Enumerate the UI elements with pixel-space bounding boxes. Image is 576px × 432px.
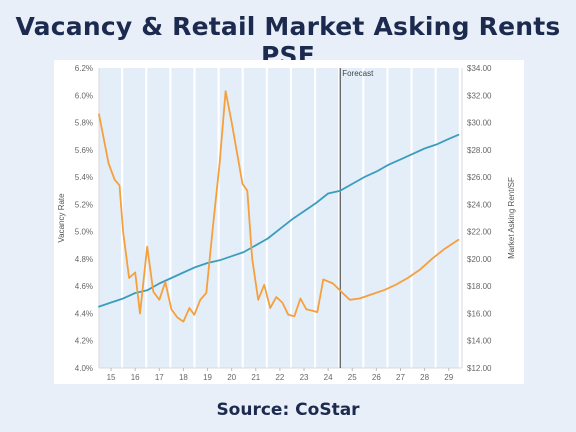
- background-band: [243, 68, 266, 368]
- x-tick-label: 15: [107, 373, 116, 382]
- y-left-tick-label: 4.2%: [75, 337, 93, 346]
- y-left-axis-title: Vacancy Rate: [57, 193, 66, 243]
- y-left-tick-label: 4.8%: [75, 255, 93, 264]
- x-tick-label: 29: [444, 373, 453, 382]
- y-right-tick-label: $32.00: [467, 91, 492, 100]
- background-band: [292, 68, 315, 368]
- background-band: [171, 68, 194, 368]
- y-right-tick-label: $30.00: [467, 119, 492, 128]
- background-band: [147, 68, 170, 368]
- background-band: [267, 68, 290, 368]
- y-right-tick-label: $16.00: [467, 309, 492, 318]
- chart-svg: 4.0% 4.2% 4.4% 4.6% 4.8% 5.0% 5.2% 5.4% 5.6% 5.8%…: [57, 64, 516, 382]
- y-left-tick-label: 4.0%: [75, 364, 93, 373]
- chart-title: Vacancy & Retail Market Asking Rents PSF: [15, 12, 561, 70]
- x-tick-label: 25: [348, 373, 357, 382]
- y-left-tick-label: 5.8%: [75, 119, 93, 128]
- y-left-tick-label: 6.2%: [75, 64, 93, 73]
- x-tick-label: 24: [324, 373, 333, 382]
- chart-area: 4.0% 4.2% 4.4% 4.6% 4.8% 5.0% 5.2% 5.4% 5.6% 5.8%…: [54, 60, 524, 384]
- x-tick-label: 19: [203, 373, 212, 382]
- background-band: [123, 68, 146, 368]
- background-band: [316, 68, 339, 368]
- y-left-tick-label: 4.4%: [75, 309, 93, 318]
- x-tick-label: 23: [300, 373, 309, 382]
- x-tick-label: 22: [275, 373, 284, 382]
- rent-series-line: [98, 133, 460, 308]
- y-right-tick-label: $28.00: [467, 146, 492, 155]
- x-tick-label: 27: [396, 373, 405, 382]
- x-tick-label: 28: [420, 373, 429, 382]
- background-band: [364, 68, 387, 368]
- y-left-tick-label: 5.0%: [75, 228, 93, 237]
- background-band: [340, 68, 363, 368]
- background-band: [388, 68, 411, 368]
- y-left-tick-label: 5.6%: [75, 146, 93, 155]
- y-right-tick-label: $12.00: [467, 364, 492, 373]
- background-band: [412, 68, 435, 368]
- x-tick-label: 16: [131, 373, 140, 382]
- source-caption: Source: CoStar: [216, 400, 360, 420]
- background-band: [436, 68, 459, 368]
- background-band: [99, 68, 122, 368]
- background-band: [195, 68, 218, 368]
- x-tick-label: 17: [155, 373, 164, 382]
- forecast-label: Forecast: [342, 69, 374, 78]
- y-left-tick-label: 6.0%: [75, 91, 93, 100]
- y-left-tick-label: 5.4%: [75, 173, 93, 182]
- y-left-tick-label: 4.6%: [75, 282, 93, 291]
- y-right-tick-label: $20.00: [467, 255, 492, 264]
- y-right-tick-label: $22.00: [467, 228, 492, 237]
- x-tick-label: 26: [372, 373, 381, 382]
- y-right-axis-title: Market Asking Rent/SF: [507, 177, 516, 259]
- y-left-tick-label: 5.2%: [75, 200, 93, 209]
- x-tick-label: 21: [251, 373, 260, 382]
- y-right-tick-label: $26.00: [467, 173, 492, 182]
- y-right-tick-label: $14.00: [467, 337, 492, 346]
- y-right-tick-label: $18.00: [467, 282, 492, 291]
- y-right-tick-label: $24.00: [467, 200, 492, 209]
- x-tick-label: 20: [227, 373, 236, 382]
- x-tick-label: 18: [179, 373, 188, 382]
- y-right-tick-label: $34.00: [467, 64, 492, 73]
- vacancy-series-line: [98, 90, 460, 323]
